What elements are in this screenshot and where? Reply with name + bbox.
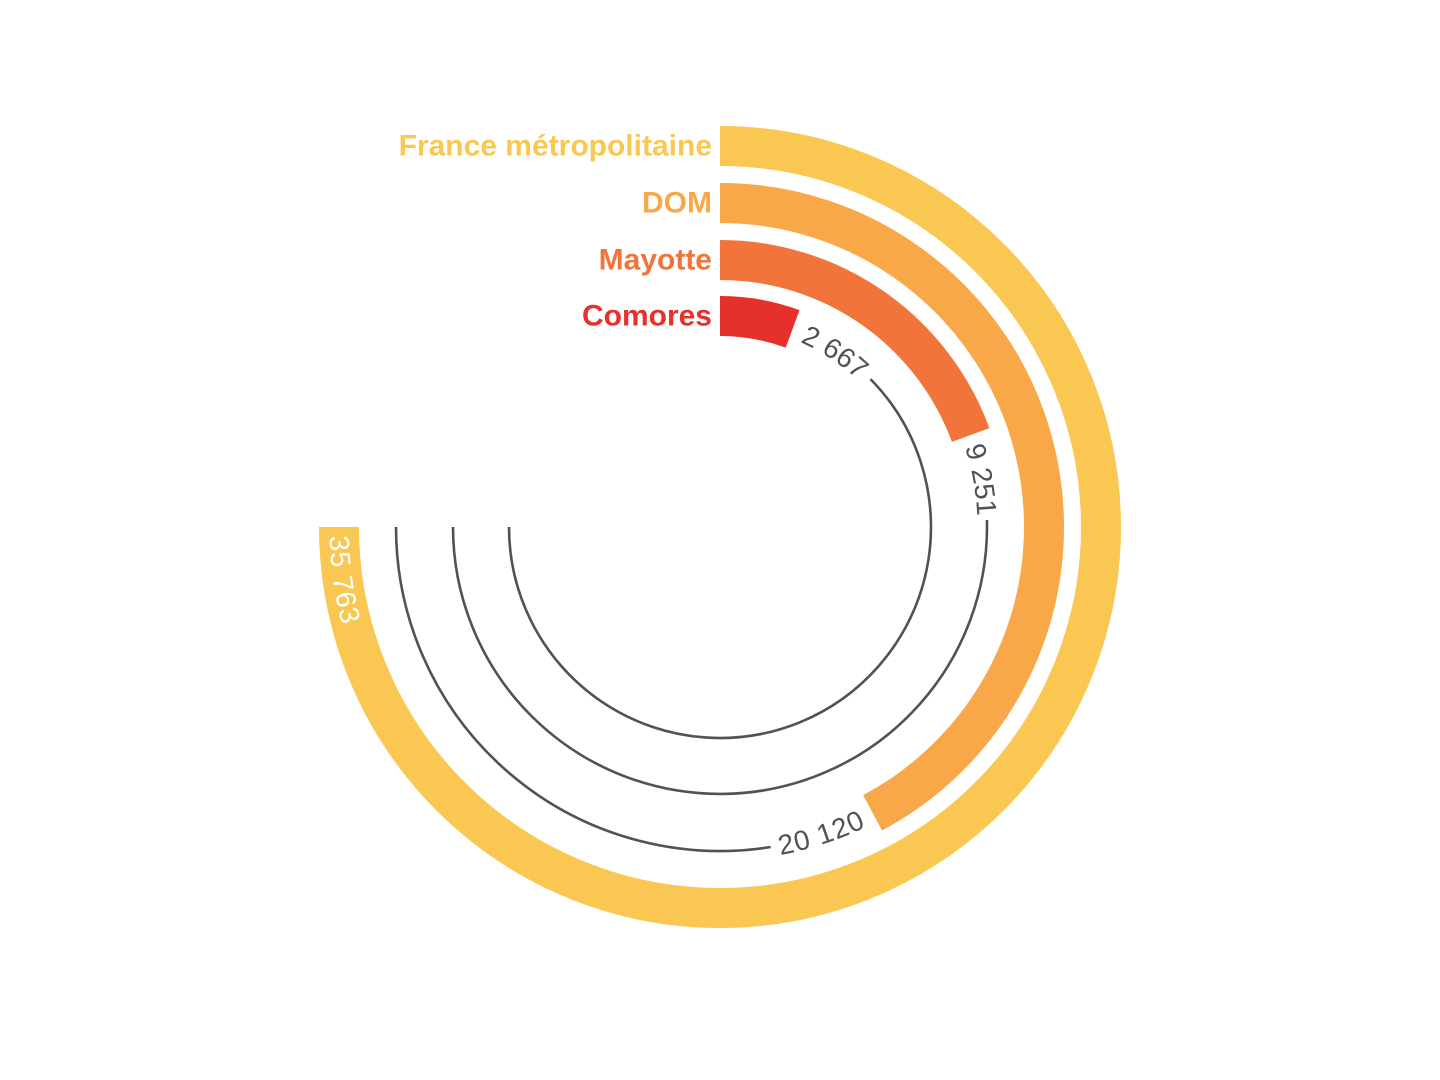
value-label-comores: 2 667	[797, 319, 874, 384]
bar-mayotte	[719, 240, 990, 443]
value-label-text-mayotte: 9 251	[959, 440, 1002, 517]
category-label-dom: DOM	[642, 187, 712, 220]
category-label-comores: Comores	[582, 300, 712, 333]
track-mayotte	[451, 519, 989, 796]
category-label-mayotte: Mayotte	[599, 244, 712, 277]
category-labels: France métropolitaine DOM Mayotte Comores	[399, 130, 712, 333]
bar-comores	[719, 296, 800, 348]
bar-dom	[719, 183, 1064, 831]
track-dom	[394, 526, 771, 853]
value-label-text-dom: 20 120	[775, 804, 868, 861]
category-label-france-metropolitaine: France métropolitaine	[399, 130, 712, 163]
track-arcs	[394, 378, 989, 853]
track-comores	[507, 378, 933, 740]
bar-arcs	[319, 126, 1121, 928]
value-label-mayotte: 9 251	[959, 440, 1002, 517]
value-label-dom: 20 120	[775, 804, 869, 861]
bar-france-metropolitaine	[319, 126, 1121, 928]
value-label-text-comores: 2 667	[797, 319, 874, 384]
